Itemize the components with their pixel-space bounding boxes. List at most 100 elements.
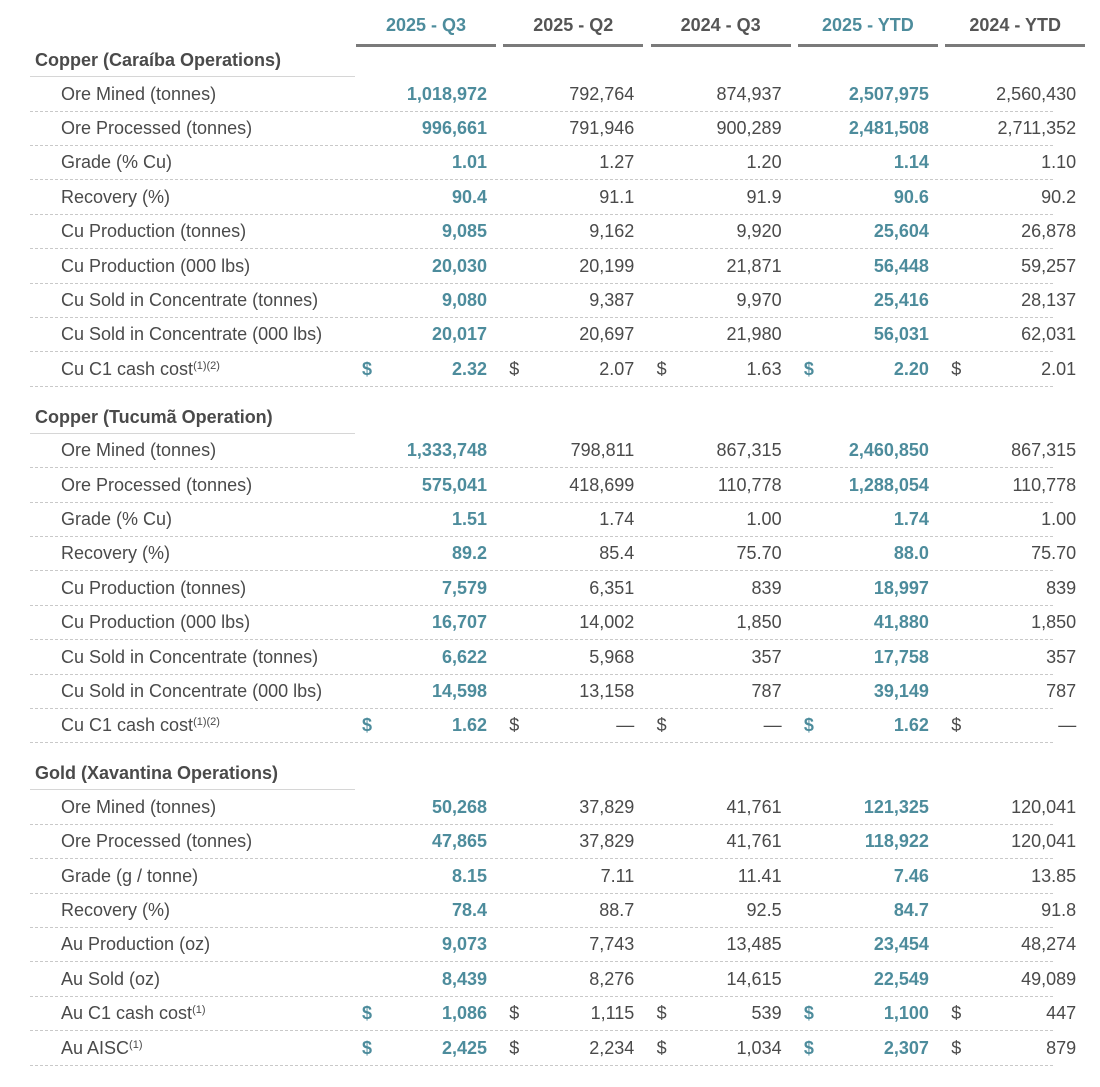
cell-value: 2,425 xyxy=(441,1037,487,1058)
currency: $ xyxy=(362,1003,373,1024)
section-title: Gold (Xavantina Operations) xyxy=(35,763,279,784)
rule xyxy=(30,673,1053,675)
label-text: Au AISC xyxy=(61,1037,130,1058)
row-label: Grade (% Cu) xyxy=(61,153,172,171)
cell-value: 900,289 xyxy=(716,117,782,138)
cell-value: 2.01 xyxy=(1041,358,1077,379)
cell-value: 1,850 xyxy=(736,612,782,633)
cell-value: 120,041 xyxy=(1011,796,1077,817)
rule xyxy=(30,789,355,791)
currency: $ xyxy=(656,358,667,379)
label-text: Recovery (%) xyxy=(61,543,171,564)
cell-value: 26,878 xyxy=(1021,221,1077,242)
cell-value: 1,115 xyxy=(590,1003,635,1024)
label-text: Cu C1 cash cost xyxy=(61,715,194,736)
cell-value: 2,481,508 xyxy=(848,117,929,138)
cell-value: 1,850 xyxy=(1031,612,1077,633)
currency: $ xyxy=(509,1037,520,1058)
cell-value: 20,030 xyxy=(431,255,487,276)
row-label: Ore Processed (tonnes) xyxy=(61,832,252,850)
cell-value: 11.41 xyxy=(737,865,782,886)
row-label: Au Sold (oz) xyxy=(61,970,160,988)
rule xyxy=(30,432,355,434)
cell-value: 37,829 xyxy=(579,796,635,817)
label-text: Cu Sold in Concentrate (000 lbs) xyxy=(61,324,323,345)
label-text: Cu Sold in Concentrate (tonnes) xyxy=(61,646,319,667)
row-label: Ore Processed (tonnes) xyxy=(61,119,252,137)
cell-value: 1.51 xyxy=(451,508,487,529)
rule xyxy=(30,110,1053,112)
cell-value: 7,743 xyxy=(589,934,635,955)
cell-value: 1,034 xyxy=(736,1037,782,1058)
currency: $ xyxy=(656,715,667,736)
cell-value: 13,158 xyxy=(579,680,635,701)
label-text: Au C1 cash cost xyxy=(61,1003,193,1024)
row-label: Au Production (oz) xyxy=(61,935,210,953)
currency: $ xyxy=(656,1037,667,1058)
column-header: 2024 - YTD xyxy=(945,16,1086,47)
cell-value: 1.62 xyxy=(451,715,487,736)
cell-value: 8.15 xyxy=(451,865,487,886)
cell-value: 1,288,054 xyxy=(848,474,929,495)
cell-value: 7.11 xyxy=(600,865,635,886)
footnote: (1)(2) xyxy=(193,716,220,729)
currency: $ xyxy=(803,1003,814,1024)
cell-value: 75.70 xyxy=(1031,543,1077,564)
row-label: Cu C1 cash cost(1)(2) xyxy=(61,360,220,378)
row-label: Cu Sold in Concentrate (000 lbs) xyxy=(61,325,322,343)
cell-value: — xyxy=(1058,715,1077,736)
rule xyxy=(30,76,355,77)
cell-value: 59,257 xyxy=(1021,255,1077,276)
label-text: Cu Production (tonnes) xyxy=(61,577,247,598)
cell-value: 2.20 xyxy=(893,358,929,379)
row-label: Cu Sold in Concentrate (tonnes) xyxy=(61,291,318,309)
cell-value: 90.6 xyxy=(893,186,929,207)
cell-value: 14,598 xyxy=(431,680,487,701)
cell-value: 121,325 xyxy=(863,796,929,817)
cell-value: 25,416 xyxy=(873,289,929,310)
cell-value: 1.01 xyxy=(451,152,487,173)
cell-value: 867,315 xyxy=(1011,440,1077,461)
row-label: Ore Processed (tonnes) xyxy=(61,476,252,494)
row-label: Cu Sold in Concentrate (tonnes) xyxy=(61,648,318,666)
column-header: 2025 - Q3 xyxy=(356,16,496,47)
cell-value: 874,937 xyxy=(716,83,782,104)
cell-value: 13,485 xyxy=(726,934,782,955)
column-header: 2025 - Q2 xyxy=(503,16,644,47)
cell-value: 357 xyxy=(1046,646,1077,667)
cell-value: 1.00 xyxy=(1041,508,1077,529)
cell-value: 787 xyxy=(1046,680,1077,701)
cell-value: 798,811 xyxy=(570,440,635,461)
cell-value: 118,922 xyxy=(864,831,929,852)
cell-value: 5,968 xyxy=(589,646,635,667)
cell-value: 92.5 xyxy=(746,899,782,920)
rule xyxy=(30,501,1053,503)
currency: $ xyxy=(803,715,814,736)
cell-value: 2,234 xyxy=(589,1037,635,1058)
label-text: Grade (% Cu) xyxy=(61,152,173,173)
cell-value: 2,507,975 xyxy=(848,83,929,104)
cell-value: 120,041 xyxy=(1011,831,1077,852)
row-label: Au C1 cash cost(1) xyxy=(61,1004,206,1022)
cell-value: 6,351 xyxy=(589,577,635,598)
cell-value: 90.2 xyxy=(1041,186,1077,207)
cell-value: 7,579 xyxy=(441,577,487,598)
cell-value: 110,778 xyxy=(717,474,782,495)
cell-value: 447 xyxy=(1046,1003,1077,1024)
rule xyxy=(30,1030,1053,1032)
cell-value: 47,865 xyxy=(431,831,487,852)
cell-value: 18,997 xyxy=(873,577,929,598)
row-label: Cu Production (000 lbs) xyxy=(61,257,250,275)
cell-value: 2.07 xyxy=(599,358,635,379)
label-text: Cu Production (000 lbs) xyxy=(61,255,251,276)
cell-value: 37,829 xyxy=(579,831,635,852)
row-label: Recovery (%) xyxy=(61,544,170,562)
cell-value: 91.8 xyxy=(1041,899,1077,920)
cell-value: 91.9 xyxy=(746,186,782,207)
cell-value: 49,089 xyxy=(1021,968,1077,989)
cell-value: 23,454 xyxy=(873,934,929,955)
currency: $ xyxy=(509,358,520,379)
label-text: Cu Sold in Concentrate (000 lbs) xyxy=(61,680,323,701)
cell-value: 357 xyxy=(751,646,782,667)
currency: $ xyxy=(951,715,962,736)
